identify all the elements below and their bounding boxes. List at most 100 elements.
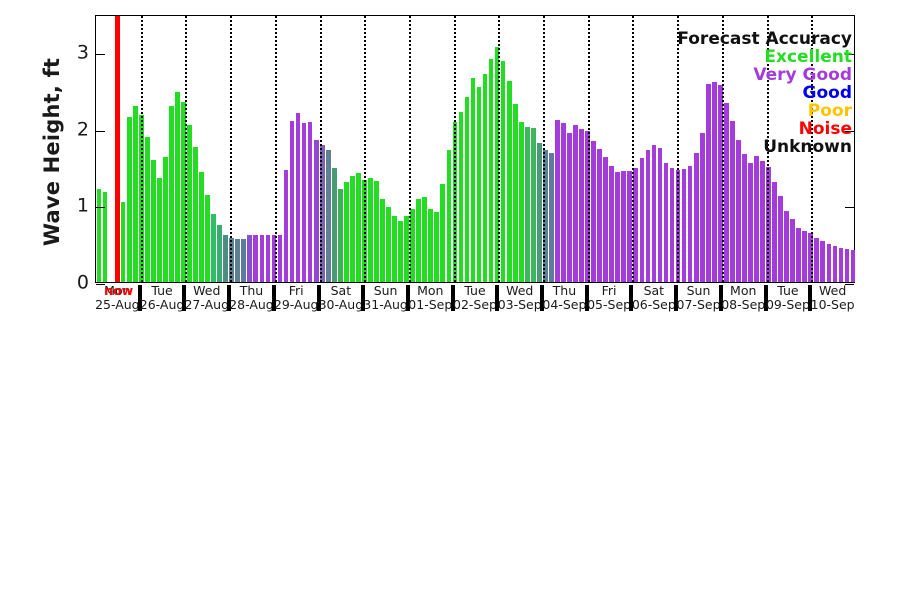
bar (687, 165, 693, 282)
x-axis-day-label: Mon 08-Sep (721, 284, 766, 314)
x-axis-separator (271, 285, 276, 311)
bar (579, 128, 584, 282)
bar (518, 121, 524, 282)
x-axis-dow: Mon (730, 283, 757, 298)
bar (386, 206, 391, 282)
bar (657, 148, 663, 282)
bar (482, 73, 488, 282)
x-axis-date: 28-Aug (229, 297, 274, 312)
now-marker-label: now (104, 283, 134, 298)
bar (150, 159, 156, 282)
y-axis-tick-labels: 0 1 2 3 (55, 15, 89, 292)
bar (814, 237, 820, 282)
bar (199, 171, 204, 282)
day-gridline (587, 16, 590, 282)
y-tick-label: 2 (76, 118, 89, 141)
x-axis-day-label: Mon 25-Aug (95, 284, 140, 314)
bar (506, 81, 512, 282)
x-axis-date: 27-Aug (184, 297, 230, 312)
bar (591, 141, 596, 282)
bar (530, 128, 536, 282)
bar (181, 102, 186, 282)
x-axis-separator (629, 285, 634, 311)
x-axis-date: 03-Sep (497, 297, 542, 312)
x-axis-day-label: Thu 28-Aug (229, 284, 274, 314)
bar (639, 157, 645, 282)
bar (705, 84, 711, 282)
bar (392, 216, 397, 282)
bar (169, 105, 174, 282)
bar (500, 61, 506, 282)
bar (217, 225, 222, 282)
x-axis-day-label: Fri 05-Sep (587, 284, 632, 314)
bar (621, 170, 627, 282)
bar (295, 112, 301, 282)
x-axis-day-label: Fri 29-Aug (274, 284, 319, 314)
bar (102, 192, 108, 282)
bar (126, 116, 132, 282)
day-gridline (319, 16, 322, 282)
day-gridline (543, 16, 546, 282)
bar (723, 102, 729, 282)
x-axis-day-label: Sat 06-Sep (631, 284, 676, 314)
x-axis-date: 06-Sep (631, 297, 676, 312)
bar (380, 198, 385, 282)
x-axis-date: 09-Sep (765, 297, 810, 312)
bar (211, 213, 216, 282)
x-axis-date: 04-Sep (542, 297, 587, 312)
x-axis-date: 05-Sep (587, 297, 632, 312)
x-axis-date: 08-Sep (721, 297, 766, 312)
bar (536, 142, 542, 282)
day-gridline (721, 16, 724, 282)
bar (760, 161, 765, 282)
x-axis-day-label: Tue 26-Aug (140, 284, 185, 314)
bar (374, 180, 379, 282)
x-axis-separator (718, 285, 723, 311)
y-tick-label: 0 (76, 271, 89, 294)
bar (555, 120, 560, 282)
bar (398, 220, 403, 282)
day-gridline (274, 16, 277, 282)
bar (235, 239, 241, 282)
bar (205, 194, 210, 282)
x-axis-date: 26-Aug (139, 297, 185, 312)
x-axis-dow: Tue (464, 283, 486, 298)
y-tick (845, 207, 854, 209)
x-axis-dow: Tue (151, 283, 173, 298)
bar (802, 231, 808, 282)
bar (832, 246, 838, 282)
x-axis-dow: Sun (686, 283, 711, 298)
day-gridline (766, 16, 769, 282)
x-axis-date: 07-Sep (676, 297, 721, 312)
bar (265, 235, 271, 282)
bar (464, 97, 470, 282)
bar (784, 210, 789, 282)
bar (512, 103, 518, 282)
bar (271, 235, 277, 282)
bar (156, 177, 162, 282)
bar (790, 219, 796, 282)
y-tick (845, 284, 854, 285)
bar (470, 78, 476, 282)
bar (343, 181, 349, 282)
bar (615, 171, 621, 282)
bar (416, 198, 422, 282)
bar (434, 211, 440, 282)
bar (573, 125, 578, 282)
day-gridline (677, 16, 680, 282)
bar (120, 201, 126, 282)
bar (603, 157, 609, 282)
bar (729, 121, 735, 282)
bar (356, 173, 361, 282)
y-tick (845, 54, 854, 56)
bar (778, 196, 783, 282)
y-tick (96, 284, 105, 285)
x-axis-dow: Wed (193, 283, 221, 298)
bar (247, 235, 253, 282)
x-axis-day-label: Tue 09-Sep (766, 284, 811, 314)
bar (193, 147, 198, 282)
y-tick (96, 54, 105, 56)
x-axis-dow: Sun (373, 283, 398, 298)
bar (223, 234, 229, 282)
x-axis-separator (227, 285, 232, 311)
